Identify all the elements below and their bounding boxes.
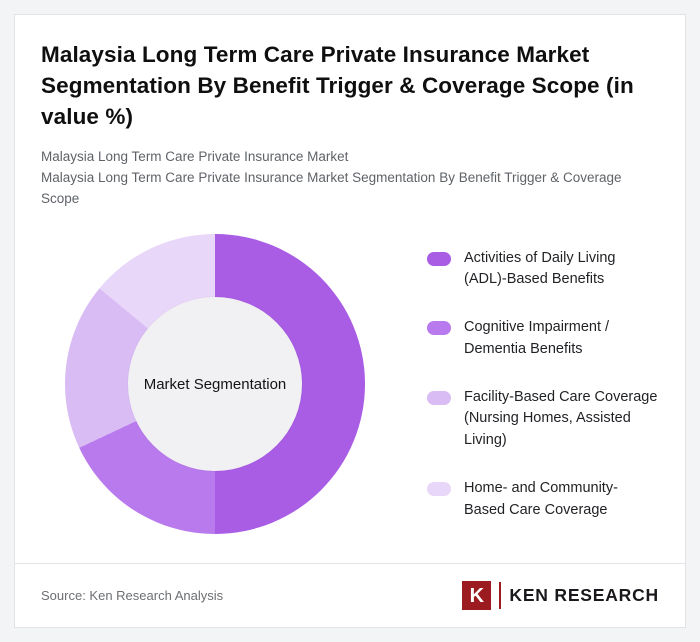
legend-item: Facility-Based Care Coverage (Nursing Ho… [427,387,659,452]
legend-swatch [427,321,451,336]
legend-label: Activities of Daily Living (ADL)-Based B… [464,249,616,288]
header: Malaysia Long Term Care Private Insuranc… [15,15,685,210]
legend-item: Home- and Community-Based Care Coverage [427,478,659,522]
legend-label: Cognitive Impairment / Dementia Benefits [464,319,610,357]
donut-hole: Market Segmentation [128,297,302,472]
infographic-card: Malaysia Long Term Care Private Insuranc… [14,14,686,628]
page-title: Malaysia Long Term Care Private Insuranc… [41,42,634,130]
chart-section: Market Segmentation Activities of Daily … [15,210,685,563]
legend-item: Cognitive Impairment / Dementia Benefits [427,317,659,361]
legend-label: Facility-Based Care Coverage (Nursing Ho… [464,388,658,449]
legend-item: Activities of Daily Living (ADL)-Based B… [427,248,659,292]
footer: Source: Ken Research Analysis K Ken Rese… [15,563,685,627]
subtitles: Malaysia Long Term Care Private Insuranc… [41,147,657,210]
logo-text: Ken Research [509,585,659,605]
source-text: Source: Ken Research Analysis [41,588,224,603]
legend-swatch [427,481,451,496]
donut-center-label: Market Segmentation [143,375,287,393]
ken-research-logo: K Ken Research [462,581,659,610]
subtitle-market: Malaysia Long Term Care Private Insuranc… [41,149,349,165]
legend: Activities of Daily Living (ADL)-Based B… [427,248,659,522]
legend-label: Home- and Community-Based Care Coverage [464,479,618,518]
logo-divider [499,582,502,609]
legend-swatch [427,390,451,405]
donut-chart: Market Segmentation [65,234,365,535]
subtitle-segmentation: Malaysia Long Term Care Private Insuranc… [41,170,622,206]
ken-logo-mark: K [462,581,492,610]
chart-area: Market Segmentation [41,234,389,535]
legend-swatch [427,251,451,266]
